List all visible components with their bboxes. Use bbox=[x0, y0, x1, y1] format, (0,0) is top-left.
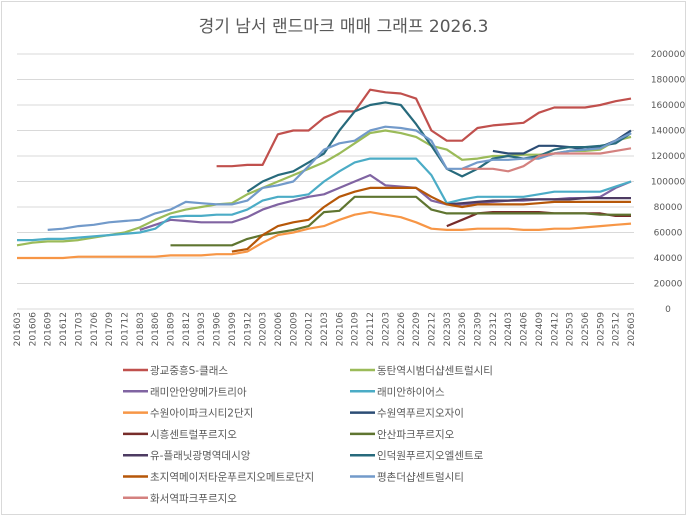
series-line-8 bbox=[170, 195, 631, 247]
legend-label: 래미안안양메가트리아 bbox=[150, 386, 247, 398]
x-tick-label: 202509 bbox=[596, 312, 606, 347]
y-tick-label: 60000 bbox=[654, 229, 683, 239]
y-tick-label: 200000 bbox=[651, 50, 686, 60]
legend-label: 인덕원푸르지오엘센트로 bbox=[377, 449, 484, 462]
x-tick-label: 202203 bbox=[381, 312, 391, 346]
x-tick-label: 202303 bbox=[443, 312, 453, 346]
legend-label: 시흥센트럴푸르지오 bbox=[150, 428, 237, 441]
x-tick-label: 202412 bbox=[550, 312, 560, 346]
legend-label: 광교중흥S-클래스 bbox=[150, 364, 228, 377]
x-tick-label: 201609 bbox=[44, 312, 54, 347]
x-tick-label: 201812 bbox=[182, 312, 192, 346]
legend-label: 유-플래닛광명역데시앙 bbox=[150, 450, 251, 462]
legend-label: 수원역푸르지오자이 bbox=[377, 408, 464, 420]
x-tick-label: 202209 bbox=[412, 312, 422, 347]
series-line-1 bbox=[216, 88, 632, 168]
series-line-13 bbox=[462, 147, 632, 173]
x-tick-label: 202409 bbox=[535, 312, 545, 347]
chart-title: 경기 남서 랜드마크 매매 그래프 2026.3 bbox=[198, 17, 489, 37]
y-tick-label: 20000 bbox=[654, 280, 683, 290]
x-tick-label: 202009 bbox=[289, 312, 299, 347]
legend-label: 평촌더샵센트럴시티 bbox=[377, 471, 464, 484]
y-tick-label: 0 bbox=[665, 305, 671, 315]
series-line-6 bbox=[492, 129, 632, 155]
x-tick-label: 201906 bbox=[213, 312, 223, 347]
x-tick-label: 201703 bbox=[74, 312, 84, 346]
y-tick-label: 140000 bbox=[651, 127, 686, 137]
x-tick-label: 201712 bbox=[120, 312, 130, 346]
x-tick-label: 202312 bbox=[489, 312, 499, 346]
x-tick-label: 201806 bbox=[151, 312, 161, 347]
y-tick-label: 80000 bbox=[654, 203, 683, 213]
legend-label: 안산파크푸르지오 bbox=[377, 429, 455, 441]
legend-label: 수원아이파크시티2단지 bbox=[150, 408, 253, 420]
x-tick-label: 201912 bbox=[243, 312, 253, 346]
x-tick-label: 202403 bbox=[504, 312, 514, 346]
legend-label: 래미안하이어스 bbox=[377, 385, 445, 398]
series-line-2 bbox=[16, 129, 632, 247]
x-tick-label: 201903 bbox=[197, 312, 207, 346]
x-tick-label: 202112 bbox=[366, 312, 376, 346]
series-line-5 bbox=[17, 211, 632, 260]
legend-label: 동탄역시범더샵센트럴시티 bbox=[377, 364, 493, 377]
x-tick-label: 201706 bbox=[90, 312, 100, 347]
y-tick-label: 180000 bbox=[651, 76, 686, 86]
legend-label: 초지역메이저타운푸르지오메트로단지 bbox=[150, 472, 314, 484]
x-tick-label: 202503 bbox=[566, 312, 576, 346]
x-tick-label: 202506 bbox=[581, 312, 591, 347]
series-line-9 bbox=[446, 197, 631, 206]
x-tick-label: 202309 bbox=[474, 312, 484, 347]
x-tick-label: 202106 bbox=[335, 312, 345, 347]
x-tick-label: 202012 bbox=[305, 312, 315, 346]
x-tick-label: 202006 bbox=[274, 312, 284, 347]
series-line-10 bbox=[246, 101, 632, 193]
x-tick-label: 202109 bbox=[351, 312, 361, 347]
x-tick-label: 202512 bbox=[612, 312, 622, 346]
y-tick-label: 120000 bbox=[651, 152, 686, 162]
y-tick-label: 40000 bbox=[654, 254, 683, 264]
x-tick-label: 201709 bbox=[105, 312, 115, 347]
series-line-4 bbox=[17, 157, 632, 242]
x-tick-label: 202003 bbox=[259, 312, 269, 346]
x-tick-label: 202212 bbox=[427, 312, 437, 346]
x-tick-label: 202103 bbox=[320, 312, 330, 346]
x-tick-label: 202603 bbox=[627, 312, 637, 346]
x-tick-label: 202306 bbox=[458, 312, 468, 347]
x-tick-label: 201909 bbox=[228, 312, 238, 347]
x-tick-label: 202406 bbox=[520, 312, 530, 347]
x-tick-label: 201809 bbox=[167, 312, 177, 347]
legend-label: 화서역파크푸르지오 bbox=[150, 493, 237, 505]
y-tick-label: 100000 bbox=[651, 178, 686, 188]
x-tick-label: 201612 bbox=[59, 312, 69, 346]
x-tick-label: 201606 bbox=[28, 312, 38, 347]
x-tick-label: 202206 bbox=[397, 312, 407, 347]
series-line-11 bbox=[231, 186, 631, 253]
x-tick-label: 201603 bbox=[13, 312, 23, 346]
y-tick-label: 160000 bbox=[651, 101, 686, 111]
x-tick-label: 201803 bbox=[136, 312, 146, 346]
